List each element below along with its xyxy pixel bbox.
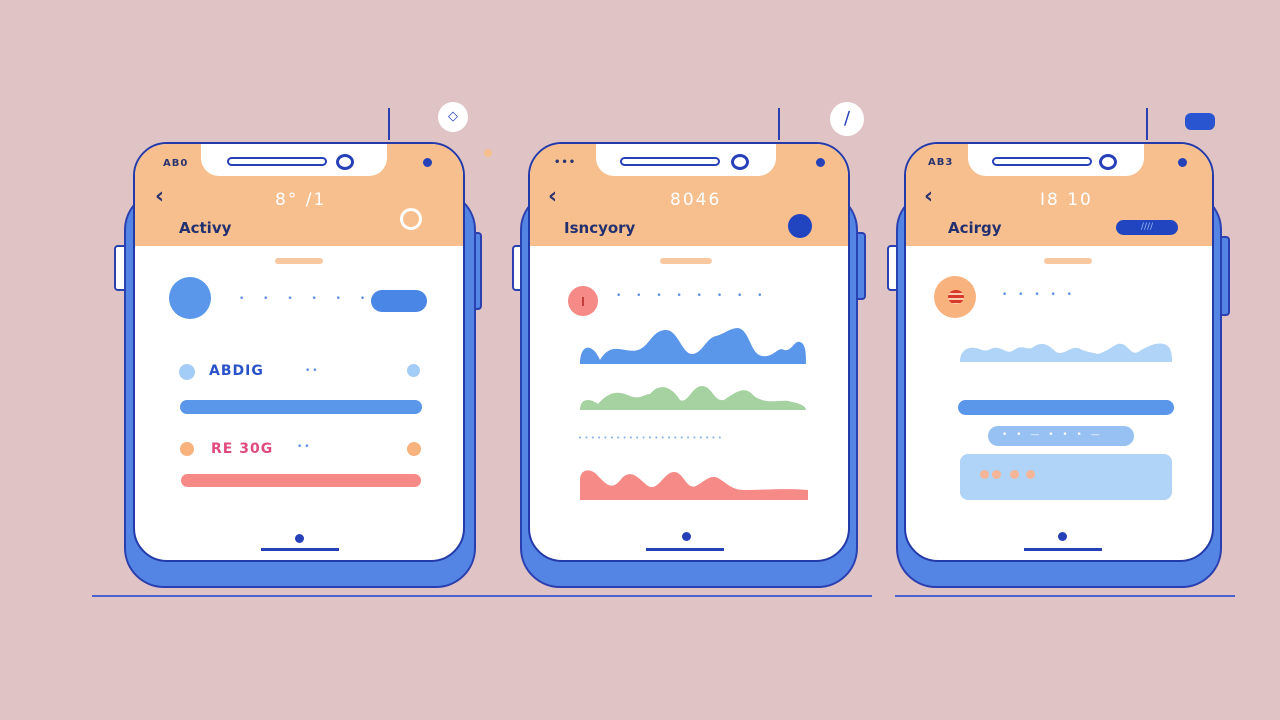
home-indicator[interactable] bbox=[646, 548, 724, 551]
row-label: RE 30G bbox=[211, 441, 274, 457]
cam bbox=[1099, 154, 1117, 170]
indicator-dots bbox=[980, 470, 1040, 480]
status-text: ••• bbox=[554, 157, 577, 168]
page-title: Isncyory bbox=[564, 219, 636, 237]
dot bbox=[179, 364, 195, 380]
green-wave-chart bbox=[580, 386, 806, 410]
back-icon[interactable]: ‹ bbox=[155, 184, 165, 209]
dot bbox=[423, 158, 432, 167]
speaker bbox=[620, 157, 720, 166]
screen: AB0 ‹ 8° /1 Activy • • • • • • ABDIG •• … bbox=[133, 142, 465, 562]
cam bbox=[336, 154, 354, 170]
dot bbox=[682, 532, 691, 541]
alert-icon: ı bbox=[568, 286, 598, 316]
antenna bbox=[1146, 108, 1148, 140]
dot bbox=[407, 442, 421, 456]
badge-icon[interactable] bbox=[1185, 113, 1215, 130]
status-pill[interactable]: //// bbox=[1116, 220, 1178, 235]
light-wave-chart bbox=[960, 343, 1172, 362]
grab bbox=[660, 258, 712, 264]
tiny: •• bbox=[297, 442, 312, 452]
back-icon[interactable]: ‹ bbox=[924, 184, 934, 209]
flag-icon bbox=[948, 290, 964, 304]
decor bbox=[960, 343, 1172, 362]
dot bbox=[407, 364, 420, 377]
tiny: • • • • • • bbox=[239, 294, 374, 304]
page-title: Activy bbox=[179, 219, 232, 237]
row-label: ABDIG bbox=[209, 363, 264, 379]
time: 8° /1 bbox=[275, 190, 327, 210]
action-button[interactable] bbox=[371, 290, 427, 312]
red-wave-chart bbox=[580, 470, 808, 500]
progress-bar bbox=[958, 400, 1174, 415]
grab bbox=[1044, 258, 1092, 264]
dot bbox=[180, 442, 194, 456]
antenna bbox=[778, 108, 780, 140]
circle-button[interactable] bbox=[400, 208, 422, 230]
dot bbox=[980, 470, 989, 479]
dot bbox=[1178, 158, 1187, 167]
dot bbox=[295, 534, 304, 543]
blue-wave-chart bbox=[580, 328, 806, 364]
circle-button[interactable] bbox=[788, 214, 812, 238]
decor bbox=[580, 328, 806, 364]
time: 8046 bbox=[670, 190, 722, 210]
home-indicator[interactable] bbox=[1024, 548, 1102, 551]
progress-bar bbox=[181, 474, 421, 487]
time: I8 10 bbox=[1040, 190, 1093, 210]
dot bbox=[1010, 470, 1019, 479]
dot bbox=[816, 158, 825, 167]
avatar bbox=[169, 277, 211, 319]
screen: AB3 ‹ I8 10 Acirgy //// • • • • • • • — … bbox=[904, 142, 1214, 562]
tiny: •• bbox=[305, 366, 320, 376]
tag-icon[interactable]: ◇ bbox=[438, 102, 468, 132]
cam bbox=[731, 154, 749, 170]
tiny: • • — • • • — bbox=[1002, 430, 1103, 440]
decor-dot bbox=[484, 149, 492, 157]
page-title: Acirgy bbox=[948, 219, 1002, 237]
home-indicator[interactable] bbox=[261, 548, 339, 551]
grab bbox=[275, 258, 323, 264]
dot bbox=[1058, 532, 1067, 541]
back-icon[interactable]: ‹ bbox=[548, 184, 558, 209]
dot bbox=[992, 470, 1001, 479]
decor bbox=[580, 470, 808, 500]
decor bbox=[580, 386, 806, 410]
pencil-icon[interactable]: ∕ bbox=[830, 102, 864, 136]
status-text: AB0 bbox=[163, 158, 189, 169]
tiny: • • • • • • • • • • • • • • • • • • • • … bbox=[578, 434, 722, 442]
speaker bbox=[992, 157, 1092, 166]
ground-line bbox=[895, 595, 1235, 597]
tiny: • • • • • • • • bbox=[616, 291, 769, 301]
speaker bbox=[227, 157, 327, 166]
screen: ••• ‹ 8046 Isncyory ı • • • • • • • • • … bbox=[528, 142, 850, 562]
antenna bbox=[388, 108, 390, 140]
dot bbox=[1026, 470, 1035, 479]
info-pill[interactable] bbox=[988, 426, 1134, 446]
ground-line bbox=[92, 595, 872, 597]
tiny: • • • • • bbox=[1002, 290, 1076, 300]
status-text: AB3 bbox=[928, 157, 954, 168]
progress-bar bbox=[180, 400, 422, 414]
